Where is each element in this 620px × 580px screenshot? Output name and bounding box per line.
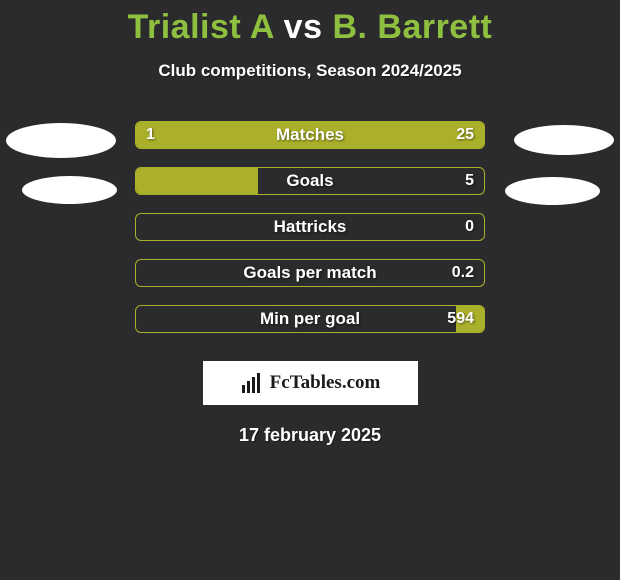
date-label: 17 february 2025	[0, 425, 620, 446]
stat-bar: 1Matches25	[135, 121, 485, 149]
player-a-avatar-placeholder	[6, 123, 116, 158]
stat-value-right: 0.2	[452, 260, 474, 286]
stat-value-right: 5	[465, 168, 474, 194]
title-vs: vs	[284, 8, 323, 46]
stat-value-right: 0	[465, 214, 474, 240]
player-b-avatar-placeholder	[514, 125, 614, 155]
stat-bar: Goals5	[135, 167, 485, 195]
comparison-title: Trialist A vs B. Barrett	[0, 0, 620, 47]
stat-bar: Goals per match0.2	[135, 259, 485, 287]
subtitle: Club competitions, Season 2024/2025	[0, 61, 620, 81]
source-logo: FcTables.com	[203, 361, 418, 405]
logo-text: FcTables.com	[270, 372, 381, 394]
player-a-name: Trialist A	[128, 8, 274, 46]
player-b-club-placeholder	[505, 177, 600, 205]
stat-label: Hattricks	[136, 214, 484, 240]
stat-value-right: 594	[447, 306, 474, 332]
stat-bar: Min per goal594	[135, 305, 485, 333]
stat-label: Matches	[136, 122, 484, 148]
stat-value-right: 25	[456, 122, 474, 148]
player-a-club-placeholder	[22, 176, 117, 204]
stat-label: Goals per match	[136, 260, 484, 286]
stat-bar: Hattricks0	[135, 213, 485, 241]
stat-label: Min per goal	[136, 306, 484, 332]
bar-chart-icon	[240, 371, 264, 395]
player-b-name: B. Barrett	[332, 8, 492, 46]
comparison-chart: 1Matches25 Goals5 Hattricks0 Goals per matc…	[0, 121, 620, 333]
stat-label: Goals	[136, 168, 484, 194]
bars-container: 1Matches25 Goals5 Hattricks0 Goals per matc…	[135, 121, 485, 333]
